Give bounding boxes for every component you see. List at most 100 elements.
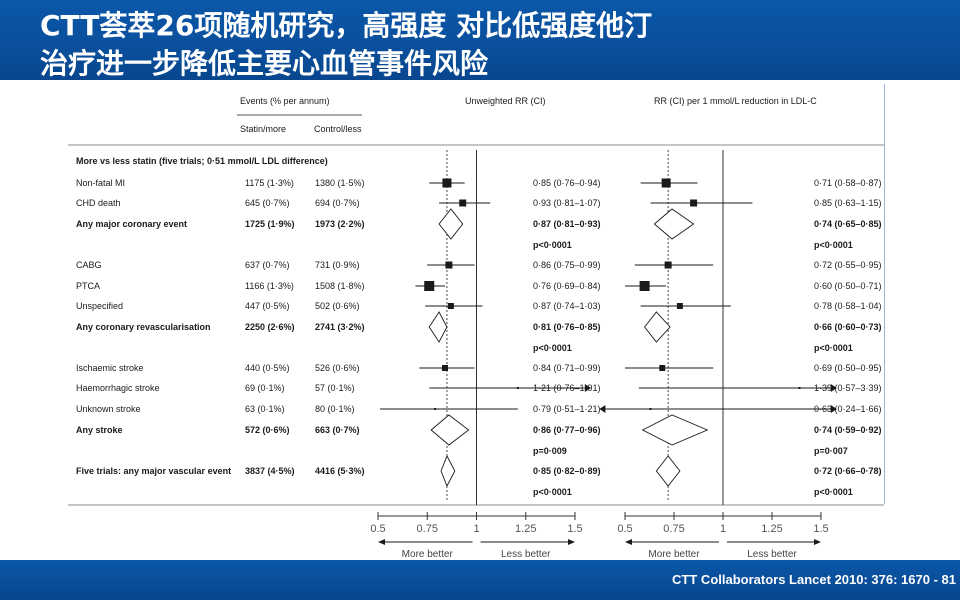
- events-header: Events (% per annum): [240, 96, 330, 106]
- control-less-header: Control/less: [314, 124, 362, 134]
- unweighted-rr-value: 0·85 (0·82–0·89): [533, 466, 601, 476]
- per-mmol-rr-value: 0·78 (0·58–1·04): [814, 301, 882, 311]
- right-less-better-label: Less better: [747, 549, 797, 560]
- unweighted-rr-value: 0·86 (0·77–0·96): [533, 425, 601, 435]
- right-more-better-arrowhead: [625, 539, 632, 545]
- left-x-tick-label: 0.75: [417, 523, 438, 535]
- right-point-estimate: [690, 199, 698, 207]
- unweighted-p-value: p<0·0001: [533, 487, 572, 497]
- right-diamond: [644, 311, 671, 343]
- unweighted-p-value: p<0·0001: [533, 343, 572, 353]
- unweighted-rr-value: 0·86 (0·75–0·99): [533, 260, 601, 270]
- per-mmol-rr-value: 0·66 (0·60–0·73): [814, 322, 882, 332]
- row-label: Non-fatal MI: [76, 178, 125, 188]
- unweighted-rr-value: 0·81 (0·76–0·85): [533, 322, 601, 332]
- statin-events: 63 (0·1%): [245, 404, 285, 414]
- statin-events: 69 (0·1%): [245, 383, 285, 393]
- statin-more-header: Statin/more: [240, 124, 286, 134]
- title-bar: [0, 0, 960, 80]
- row-label: Unspecified: [76, 301, 123, 311]
- row-label: CHD death: [76, 198, 121, 208]
- per-mmol-rr-value: 0·60 (0·50–0·71): [814, 281, 882, 291]
- row-label: Haemorrhagic stroke: [76, 383, 160, 393]
- row-label: Ischaemic stroke: [76, 363, 144, 373]
- control-events: 80 (0·1%): [315, 404, 355, 414]
- unweighted-p-value: p=0·009: [533, 446, 567, 456]
- left-more-better-label: More better: [402, 549, 454, 560]
- slide-title-line-2: 治疗进一步降低主要心血管事件风险: [40, 47, 489, 80]
- per-mmol-rr-value: 0·85 (0·63–1·15): [814, 198, 882, 208]
- right-diamond: [641, 414, 709, 446]
- right-point-estimate: [664, 261, 672, 269]
- row-label: Unknown stroke: [76, 404, 141, 414]
- unweighted-rr-value: 0·85 (0·76–0·94): [533, 178, 601, 188]
- right-diamond: [655, 455, 681, 487]
- unweighted-rr-value: 0·84 (0·71–0·99): [533, 363, 601, 373]
- statin-events: 3837 (4·5%): [245, 466, 295, 476]
- right-ci-arrow-left: [599, 405, 606, 413]
- left-point-estimate: [434, 408, 437, 410]
- left-point-estimate: [442, 178, 452, 188]
- per-mmol-rr-value: 0·74 (0·65–0·85): [814, 219, 882, 229]
- control-events: 694 (0·7%): [315, 198, 360, 208]
- right-less-better-arrowhead: [814, 539, 821, 545]
- right-point-estimate: [798, 387, 801, 389]
- left-point-estimate: [441, 365, 448, 371]
- right-x-tick-label: 1: [720, 523, 726, 535]
- unweighted-rr-value: 0·76 (0·69–0·84): [533, 281, 601, 291]
- left-x-tick-label: 1.25: [515, 523, 536, 535]
- per-mmol-p-value: p<0·0001: [814, 487, 853, 497]
- per-mmol-rr-value: 0·71 (0·58–0·87): [814, 178, 882, 188]
- control-events: 1973 (2·2%): [315, 219, 365, 229]
- left-point-estimate: [445, 261, 453, 269]
- section-header: More vs less statin (five trials; 0·51 m…: [76, 156, 328, 166]
- statin-events: 440 (0·5%): [245, 363, 290, 373]
- unweighted-rr-value: 0·93 (0·81–1·07): [533, 198, 601, 208]
- per-mmol-rr-value: 0·69 (0·50–0·95): [814, 363, 882, 373]
- left-ci-arrow-right: [584, 384, 591, 392]
- left-x-tick-label: 0.5: [370, 523, 385, 535]
- row-label: Any coronary revascularisation: [76, 322, 211, 332]
- right-ci-arrow-right: [830, 405, 837, 413]
- per-mmol-rr-value: 0·74 (0·59–0·92): [814, 425, 882, 435]
- left-more-better-arrowhead: [378, 539, 385, 545]
- unweighted-rr-value: 0·87 (0·81–0·93): [533, 219, 601, 229]
- right-point-estimate: [676, 303, 683, 309]
- right-point-estimate: [649, 408, 652, 410]
- forest-plot: Events (% per annum) Statin/more Control/l…: [68, 96, 884, 560]
- left-x-tick-label: 1.5: [567, 523, 582, 535]
- left-diamond: [430, 414, 470, 446]
- right-x-tick-label: 1.5: [813, 523, 828, 535]
- control-events: 1380 (1·5%): [315, 178, 365, 188]
- left-x-tick-label: 1: [473, 523, 479, 535]
- statin-events: 1166 (1·3%): [245, 281, 294, 291]
- control-events: 502 (0·6%): [315, 301, 360, 311]
- statin-events: 645 (0·7%): [245, 198, 290, 208]
- right-x-tick-label: 1.25: [761, 523, 782, 535]
- left-point-estimate: [424, 281, 435, 291]
- unweighted-p-value: p<0·0001: [533, 240, 572, 250]
- right-x-tick-label: 0.75: [663, 523, 684, 535]
- row-label: Five trials: any major vascular event: [76, 466, 231, 476]
- per-mmol-rr-value: 0·72 (0·55–0·95): [814, 260, 882, 270]
- left-point-estimate: [447, 303, 454, 309]
- row-label: PTCA: [76, 281, 100, 291]
- left-point-estimate: [459, 199, 467, 207]
- right-ci-arrow-right: [830, 384, 837, 392]
- citation: CTT Collaborators Lancet 2010: 376: 1670…: [672, 572, 956, 587]
- control-events: 57 (0·1%): [315, 383, 355, 393]
- control-events: 526 (0·6%): [315, 363, 360, 373]
- footer-bar: [0, 560, 960, 600]
- unweighted-rr-value: 0·87 (0·74–1·03): [533, 301, 601, 311]
- right-point-estimate: [639, 281, 650, 291]
- statin-events: 637 (0·7%): [245, 260, 290, 270]
- statin-events: 1175 (1·3%): [245, 178, 294, 188]
- per-mmol-p-value: p<0·0001: [814, 240, 853, 250]
- control-events: 4416 (5·3%): [315, 466, 365, 476]
- statin-events: 447 (0·5%): [245, 301, 290, 311]
- control-events: 1508 (1·8%): [315, 281, 365, 291]
- per-mmol-rr-value: 0·63 (0·24–1·66): [814, 404, 882, 414]
- right-diamond: [653, 208, 695, 240]
- right-x-tick-label: 0.5: [617, 523, 632, 535]
- divider-line: [884, 84, 885, 504]
